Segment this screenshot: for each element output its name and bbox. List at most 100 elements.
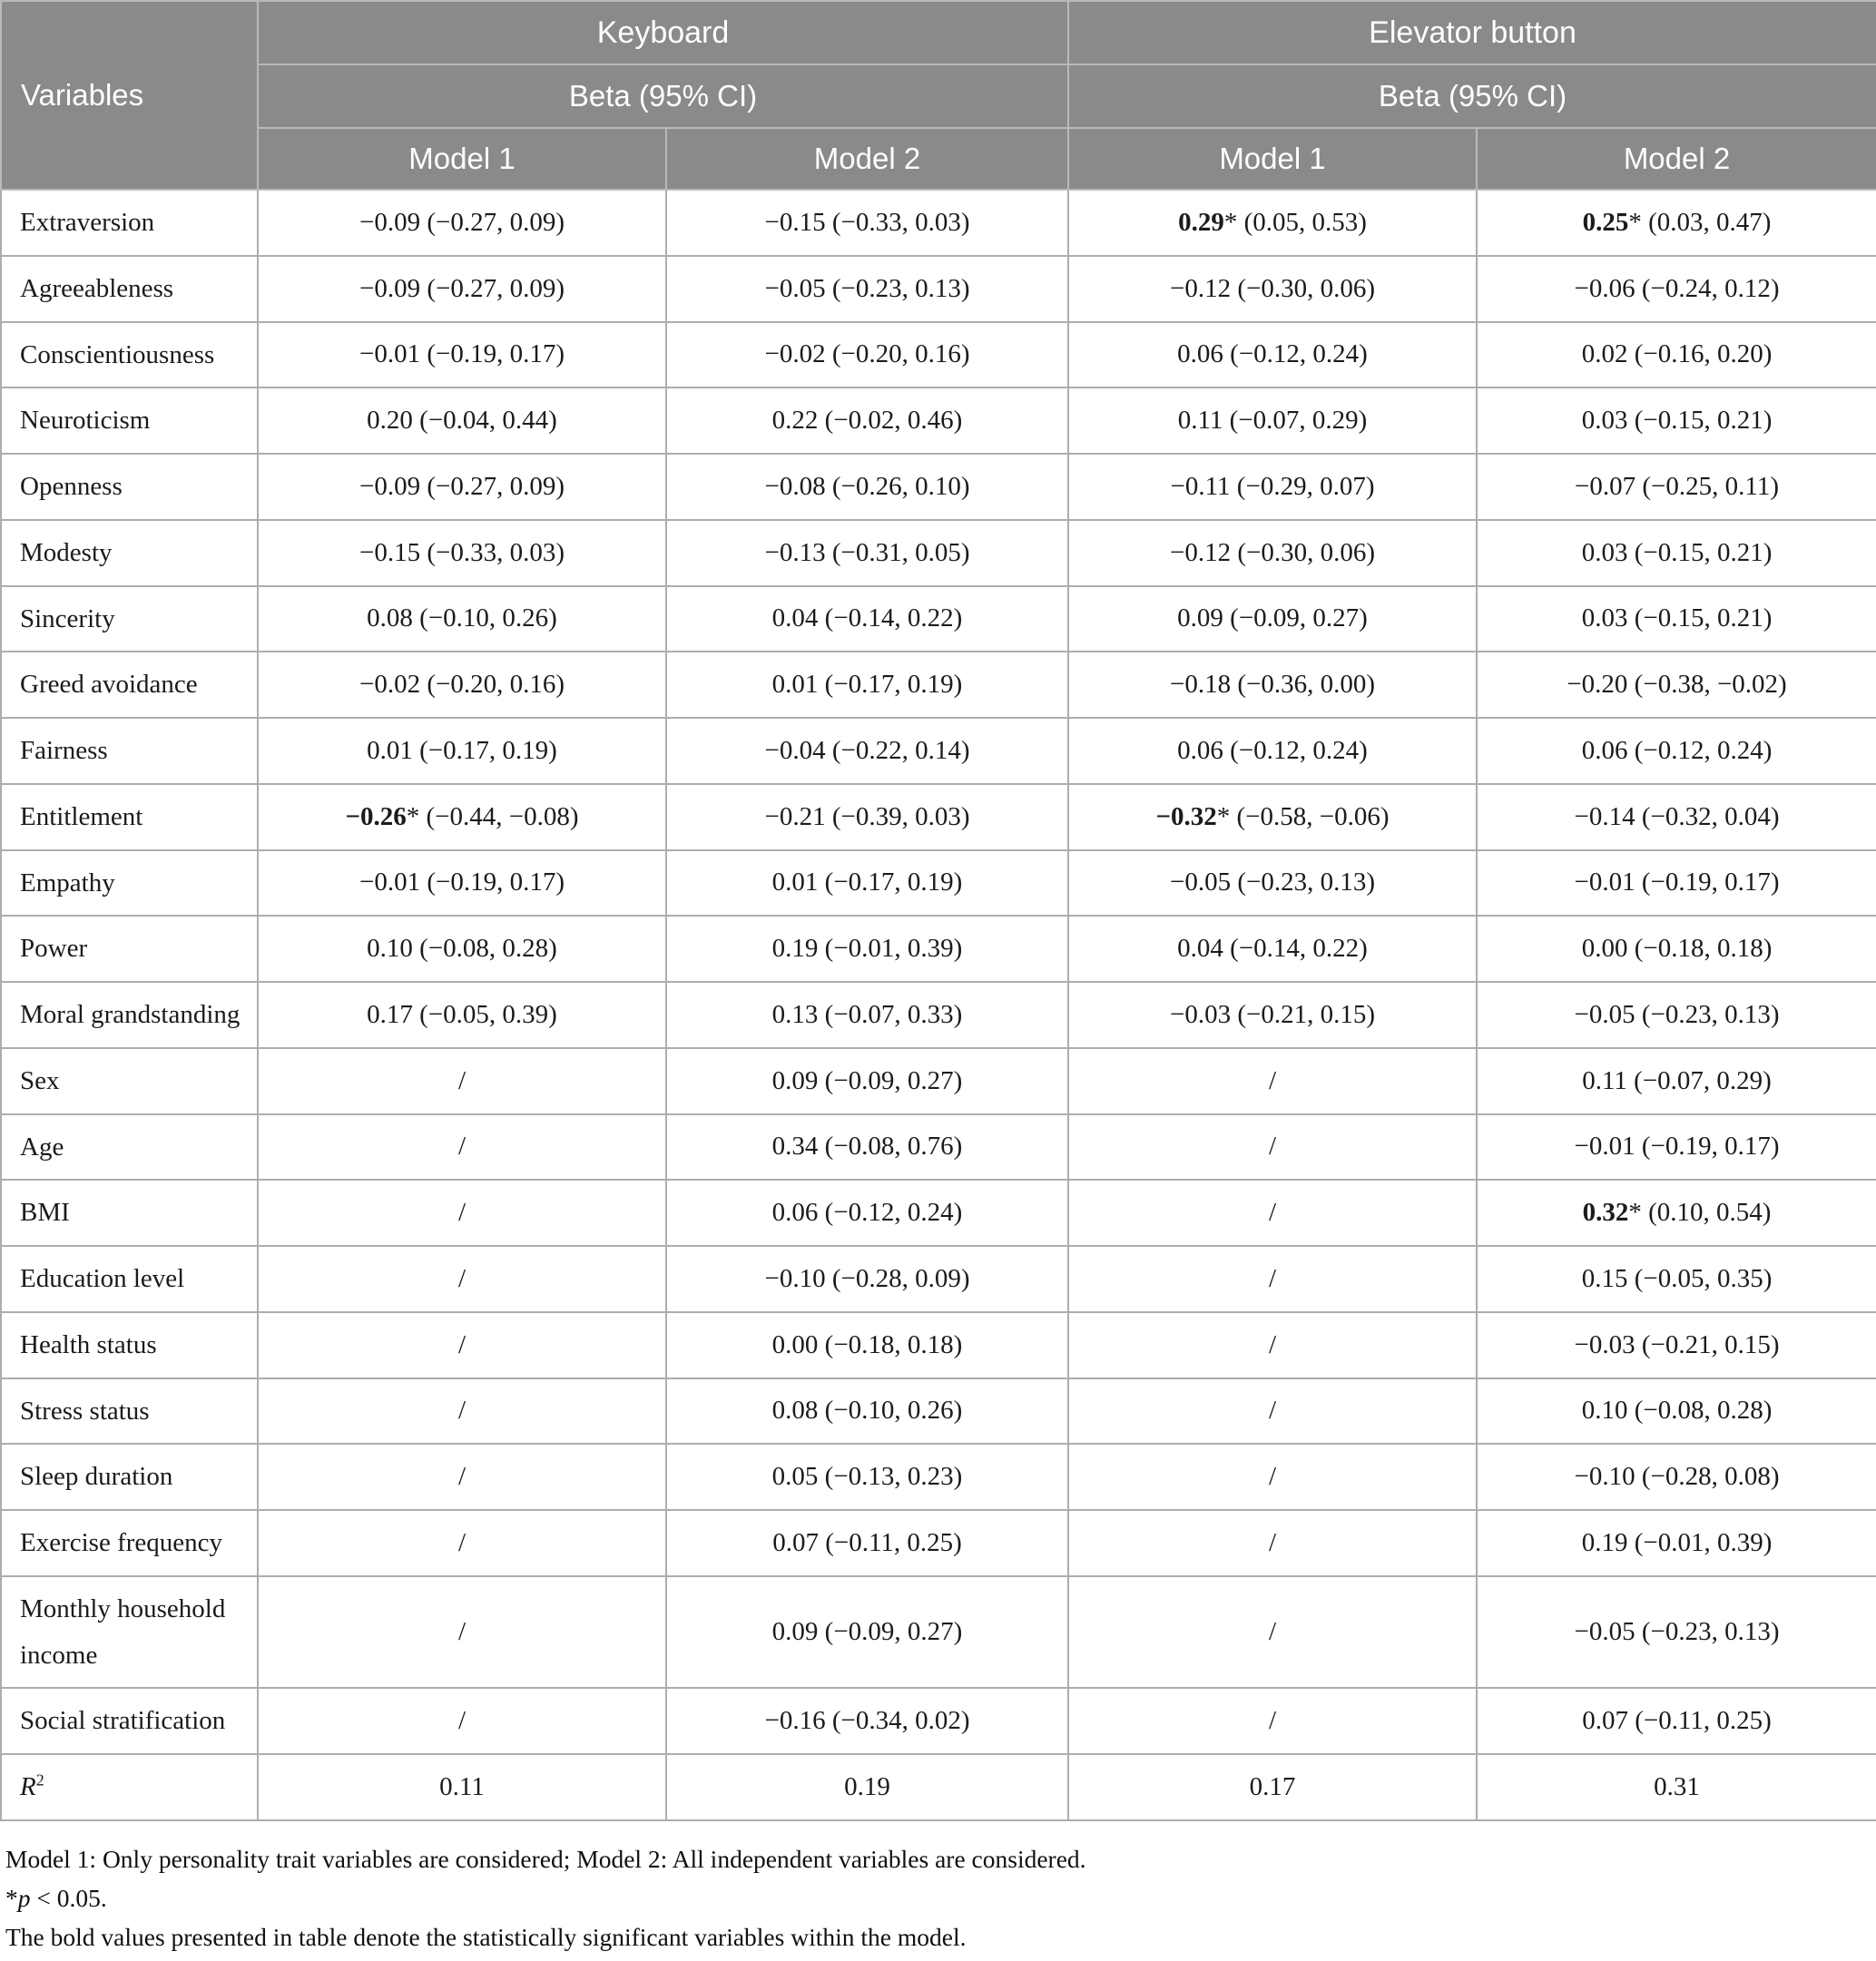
value-cell: −0.02 (−0.20, 0.16) [257, 651, 667, 719]
model2-header-elevator: Model 2 [1476, 127, 1876, 191]
row-label: Moral grandstanding [0, 981, 259, 1049]
value-cell: 0.11 (−0.07, 0.29) [1067, 387, 1478, 455]
value-cell: / [1067, 1310, 1478, 1379]
value-cell: / [257, 1443, 667, 1511]
table-row: Openness −0.09 (−0.27, 0.09) −0.08 (−0.26,… [0, 453, 1876, 521]
table-row: Entitlement −0.26* (−0.44, −0.08) −0.21 (−… [0, 782, 1876, 851]
value-cell: 0.34 (−0.08, 0.76) [664, 1113, 1070, 1182]
table-row: Social stratification / −0.16 (−0.34, 0.02… [0, 1687, 1876, 1755]
table-footnotes: Model 1: Only personality trait variable… [0, 1821, 1876, 1955]
row-label: Agreeableness [0, 254, 259, 323]
value-cell: 0.06 (−0.12, 0.24) [664, 1179, 1070, 1247]
value-cell: 0.01 (−0.17, 0.19) [664, 651, 1070, 719]
row-label: BMI [0, 1179, 259, 1247]
value-cell: −0.05 (−0.23, 0.13) [1476, 981, 1876, 1049]
row-label: Social stratification [0, 1687, 259, 1755]
value-cell: / [257, 1377, 667, 1446]
value-cell: −0.12 (−0.30, 0.06) [1067, 518, 1478, 587]
table-row: Greed avoidance −0.02 (−0.20, 0.16) 0.01 (… [0, 651, 1876, 719]
regression-table: Variables Keyboard Elevator button Beta … [0, 0, 1876, 1821]
value-cell: 0.11 (−0.07, 0.29) [1476, 1046, 1876, 1115]
value-cell: 0.19 [664, 1753, 1070, 1821]
value-cell: / [1067, 1046, 1478, 1115]
table-row: Sex/0.09 (−0.09, 0.27)/0.11 (−0.07, 0.29… [0, 1046, 1876, 1115]
significance-p: p [17, 1884, 31, 1913]
value-cell: 0.01 (−0.17, 0.19) [257, 717, 667, 785]
value-cell: 0.10 (−0.08, 0.28) [257, 915, 667, 983]
value-cell: 0.19 (−0.01, 0.39) [1476, 1509, 1876, 1577]
table-row: Power 0.10 (−0.08, 0.28) 0.19 (−0.01, 0.39… [0, 915, 1876, 983]
value-cell: / [257, 1687, 667, 1755]
row-label: Entitlement [0, 782, 259, 851]
row-label: Fairness [0, 717, 259, 785]
value-cell: −0.14 (−0.32, 0.04) [1476, 782, 1876, 851]
table-row: Stress status/0.08 (−0.10, 0.26)/0.10 (−… [0, 1377, 1876, 1446]
beta-ci-header-elevator: Beta (95% CI) [1067, 64, 1876, 129]
value-cell: / [1067, 1377, 1478, 1446]
table-row: Sincerity 0.08 (−0.10, 0.26) 0.04 (−0.14, … [0, 584, 1876, 653]
value-cell: −0.02 (−0.20, 0.16) [664, 320, 1070, 389]
value-cell: 0.32* (0.10, 0.54) [1476, 1179, 1876, 1247]
value-cell: / [257, 1179, 667, 1247]
value-cell: −0.04 (−0.22, 0.14) [664, 717, 1070, 785]
value-cell: / [1067, 1509, 1478, 1577]
value-cell: −0.06 (−0.24, 0.12) [1476, 254, 1876, 323]
value-cell: −0.18 (−0.36, 0.00) [1067, 651, 1478, 719]
value-cell: 0.17 [1067, 1753, 1478, 1821]
row-label: Empathy [0, 848, 259, 917]
value-cell: −0.26* (−0.44, −0.08) [257, 782, 667, 851]
value-cell: −0.09 (−0.27, 0.09) [257, 189, 667, 257]
value-cell: / [257, 1574, 667, 1690]
value-cell: 0.03 (−0.15, 0.21) [1476, 584, 1876, 653]
value-cell: −0.05 (−0.23, 0.13) [1476, 1574, 1876, 1690]
value-cell: 0.09 (−0.09, 0.27) [664, 1046, 1070, 1115]
value-cell: 0.00 (−0.18, 0.18) [664, 1310, 1070, 1379]
row-label: Health status [0, 1310, 259, 1379]
value-cell: / [1067, 1113, 1478, 1182]
row-label: Exercise frequency [0, 1509, 259, 1577]
significance-threshold: < 0.05. [30, 1884, 107, 1913]
value-cell: 0.29* (0.05, 0.53) [1067, 189, 1478, 257]
value-cell: / [1067, 1443, 1478, 1511]
value-cell: −0.01 (−0.19, 0.17) [257, 848, 667, 917]
value-cell: 0.04 (−0.14, 0.22) [1067, 915, 1478, 983]
value-cell: −0.11 (−0.29, 0.07) [1067, 453, 1478, 521]
row-label: Education level [0, 1245, 259, 1313]
table-row: Conscientiousness −0.01 (−0.19, 0.17) −0.0… [0, 320, 1876, 389]
model1-header-keyboard: Model 1 [257, 127, 667, 191]
table-header: Variables Keyboard Elevator button Beta … [0, 0, 1876, 191]
table-row: Neuroticism 0.20 (−0.04, 0.44) 0.22 (−0.02… [0, 387, 1876, 455]
value-cell: 0.06 (−0.12, 0.24) [1067, 320, 1478, 389]
row-label: Sleep duration [0, 1443, 259, 1511]
row-label: Openness [0, 453, 259, 521]
value-cell: 0.03 (−0.15, 0.21) [1476, 518, 1876, 587]
value-cell: 0.25* (0.03, 0.47) [1476, 189, 1876, 257]
value-cell: 0.01 (−0.17, 0.19) [664, 848, 1070, 917]
value-cell: −0.20 (−0.38, −0.02) [1476, 651, 1876, 719]
value-cell: / [257, 1245, 667, 1313]
value-cell: 0.07 (−0.11, 0.25) [664, 1509, 1070, 1577]
value-cell: −0.05 (−0.23, 0.13) [664, 254, 1070, 323]
table-row: Fairness 0.01 (−0.17, 0.19) −0.04 (−0.22, … [0, 717, 1876, 785]
table-row: Monthly household income/0.09 (−0.09, 0.… [0, 1574, 1876, 1690]
value-cell: 0.20 (−0.04, 0.44) [257, 387, 667, 455]
variables-header: Variables [0, 0, 259, 191]
value-cell: 0.09 (−0.09, 0.27) [1067, 584, 1478, 653]
row-label: Modesty [0, 518, 259, 587]
value-cell: 0.05 (−0.13, 0.23) [664, 1443, 1070, 1511]
value-cell: 0.10 (−0.08, 0.28) [1476, 1377, 1876, 1446]
value-cell: −0.01 (−0.19, 0.17) [1476, 848, 1876, 917]
table-body: Extraversion −0.09 (−0.27, 0.09) −0.15 (−0… [0, 189, 1876, 1821]
table-row: BMI/0.06 (−0.12, 0.24)/0.32* (0.10, 0.54… [0, 1179, 1876, 1247]
value-cell: 0.06 (−0.12, 0.24) [1067, 717, 1478, 785]
table-row: Empathy −0.01 (−0.19, 0.17) 0.01 (−0.17, 0… [0, 848, 1876, 917]
value-cell: −0.16 (−0.34, 0.02) [664, 1687, 1070, 1755]
value-cell: 0.08 (−0.10, 0.26) [664, 1377, 1070, 1446]
value-cell: / [1067, 1245, 1478, 1313]
value-cell: 0.06 (−0.12, 0.24) [1476, 717, 1876, 785]
value-cell: 0.04 (−0.14, 0.22) [664, 584, 1070, 653]
value-cell: 0.15 (−0.05, 0.35) [1476, 1245, 1876, 1313]
value-cell: −0.01 (−0.19, 0.17) [257, 320, 667, 389]
value-cell: −0.32* (−0.58, −0.06) [1067, 782, 1478, 851]
row-label: Sincerity [0, 584, 259, 653]
